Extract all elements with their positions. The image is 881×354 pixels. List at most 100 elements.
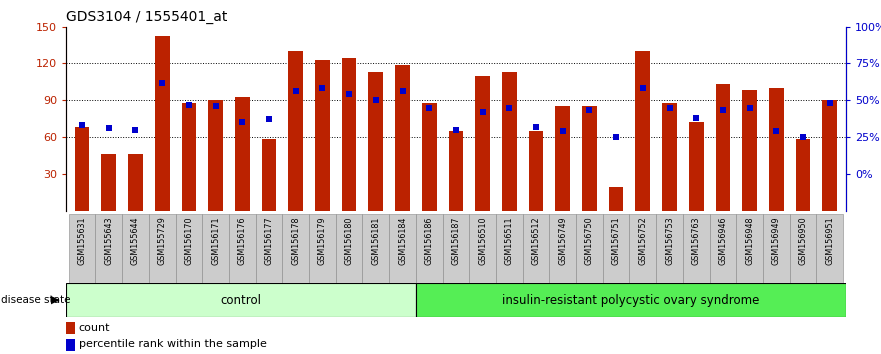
Point xyxy=(129,127,143,132)
Point xyxy=(315,86,329,91)
Point xyxy=(556,128,570,134)
Bar xyxy=(529,131,544,211)
Text: GSM156184: GSM156184 xyxy=(398,216,407,265)
Text: GSM155729: GSM155729 xyxy=(158,216,167,265)
Text: GSM156751: GSM156751 xyxy=(611,216,620,265)
Bar xyxy=(208,100,223,211)
Text: disease state: disease state xyxy=(1,295,70,305)
Text: GSM156186: GSM156186 xyxy=(425,216,433,265)
Point xyxy=(422,105,436,110)
Text: GSM156753: GSM156753 xyxy=(665,216,674,265)
Point xyxy=(663,105,677,110)
Point xyxy=(823,100,837,106)
Text: GSM155631: GSM155631 xyxy=(78,216,86,265)
Text: GSM156949: GSM156949 xyxy=(772,216,781,265)
Text: GSM156948: GSM156948 xyxy=(745,216,754,265)
FancyBboxPatch shape xyxy=(683,214,709,283)
FancyBboxPatch shape xyxy=(576,214,603,283)
Point xyxy=(476,109,490,115)
Point xyxy=(101,125,115,131)
FancyBboxPatch shape xyxy=(496,214,522,283)
FancyBboxPatch shape xyxy=(69,214,95,283)
Point xyxy=(369,97,383,103)
Text: percentile rank within the sample: percentile rank within the sample xyxy=(78,339,267,349)
Bar xyxy=(101,154,116,211)
FancyBboxPatch shape xyxy=(95,214,122,283)
Bar xyxy=(769,88,784,211)
Bar xyxy=(422,103,437,211)
Bar xyxy=(609,187,624,211)
Bar xyxy=(796,139,811,211)
Bar xyxy=(396,64,410,211)
Bar xyxy=(155,36,169,211)
Point xyxy=(181,102,196,107)
FancyBboxPatch shape xyxy=(416,283,846,317)
Point xyxy=(502,105,516,110)
Text: insulin-resistant polycystic ovary syndrome: insulin-resistant polycystic ovary syndr… xyxy=(502,293,759,307)
Text: GSM155644: GSM155644 xyxy=(131,216,140,265)
Point xyxy=(396,88,410,94)
Bar xyxy=(663,103,677,211)
Text: GSM156951: GSM156951 xyxy=(825,216,834,265)
FancyBboxPatch shape xyxy=(603,214,630,283)
FancyBboxPatch shape xyxy=(309,214,336,283)
FancyBboxPatch shape xyxy=(763,214,789,283)
Text: GSM156511: GSM156511 xyxy=(505,216,514,265)
Point xyxy=(448,127,463,132)
Bar xyxy=(715,84,730,211)
Bar xyxy=(66,322,75,334)
Text: GSM156176: GSM156176 xyxy=(238,216,247,265)
Text: control: control xyxy=(220,293,262,307)
FancyBboxPatch shape xyxy=(522,214,550,283)
Point xyxy=(636,86,650,91)
Text: GSM156171: GSM156171 xyxy=(211,216,220,265)
Text: GSM156170: GSM156170 xyxy=(184,216,194,265)
Point xyxy=(209,103,223,109)
Bar xyxy=(555,106,570,211)
Point xyxy=(235,119,249,125)
FancyBboxPatch shape xyxy=(737,214,763,283)
Text: GSM156178: GSM156178 xyxy=(292,216,300,265)
Text: count: count xyxy=(78,323,110,333)
FancyBboxPatch shape xyxy=(122,214,149,283)
Text: GSM156187: GSM156187 xyxy=(451,216,461,265)
Bar xyxy=(502,72,516,211)
FancyBboxPatch shape xyxy=(66,283,416,317)
Text: ▶: ▶ xyxy=(51,295,60,305)
FancyBboxPatch shape xyxy=(470,214,496,283)
FancyBboxPatch shape xyxy=(709,214,737,283)
FancyBboxPatch shape xyxy=(282,214,309,283)
FancyBboxPatch shape xyxy=(389,214,416,283)
Bar xyxy=(822,100,837,211)
Text: GSM156946: GSM156946 xyxy=(718,216,728,265)
Point xyxy=(689,115,703,121)
Bar xyxy=(635,51,650,211)
Bar xyxy=(288,51,303,211)
Text: GSM156181: GSM156181 xyxy=(371,216,381,265)
Text: GSM156950: GSM156950 xyxy=(798,216,808,265)
Text: GSM156179: GSM156179 xyxy=(318,216,327,265)
Bar xyxy=(235,97,249,211)
Point xyxy=(582,108,596,113)
Bar xyxy=(743,90,757,211)
FancyBboxPatch shape xyxy=(175,214,203,283)
Point xyxy=(609,134,623,140)
Text: GSM156749: GSM156749 xyxy=(559,216,567,265)
Bar xyxy=(582,106,596,211)
Point xyxy=(262,116,276,122)
Text: GSM156510: GSM156510 xyxy=(478,216,487,265)
Text: GDS3104 / 1555401_at: GDS3104 / 1555401_at xyxy=(66,10,227,24)
Point xyxy=(743,105,757,110)
FancyBboxPatch shape xyxy=(336,214,362,283)
FancyBboxPatch shape xyxy=(203,214,229,283)
Text: GSM155643: GSM155643 xyxy=(104,216,114,265)
FancyBboxPatch shape xyxy=(789,214,817,283)
Point xyxy=(289,88,303,94)
FancyBboxPatch shape xyxy=(817,214,843,283)
Bar xyxy=(689,122,704,211)
Text: GSM156750: GSM156750 xyxy=(585,216,594,265)
Bar xyxy=(448,131,463,211)
FancyBboxPatch shape xyxy=(656,214,683,283)
FancyBboxPatch shape xyxy=(550,214,576,283)
Bar xyxy=(75,127,90,211)
